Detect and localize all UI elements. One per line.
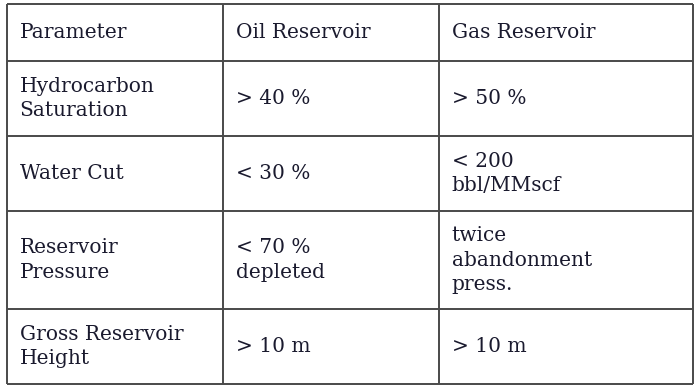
Text: > 50 %: > 50 % — [452, 89, 526, 108]
Text: Gas Reservoir: Gas Reservoir — [452, 23, 595, 42]
Text: Reservoir
Pressure: Reservoir Pressure — [20, 238, 118, 282]
Text: > 10 m: > 10 m — [236, 337, 310, 356]
Text: < 70 %
depleted: < 70 % depleted — [236, 238, 325, 282]
Text: Hydrocarbon
Saturation: Hydrocarbon Saturation — [20, 77, 155, 120]
Text: Gross Reservoir
Height: Gross Reservoir Height — [20, 325, 183, 368]
Text: < 30 %: < 30 % — [236, 164, 310, 183]
Text: twice
abandonment
press.: twice abandonment press. — [452, 226, 592, 294]
Text: Water Cut: Water Cut — [20, 164, 123, 183]
Text: Parameter: Parameter — [20, 23, 127, 42]
Text: > 10 m: > 10 m — [452, 337, 526, 356]
Text: > 40 %: > 40 % — [236, 89, 310, 108]
Text: Oil Reservoir: Oil Reservoir — [236, 23, 370, 42]
Text: < 200
bbl/MMscf: < 200 bbl/MMscf — [452, 152, 561, 195]
